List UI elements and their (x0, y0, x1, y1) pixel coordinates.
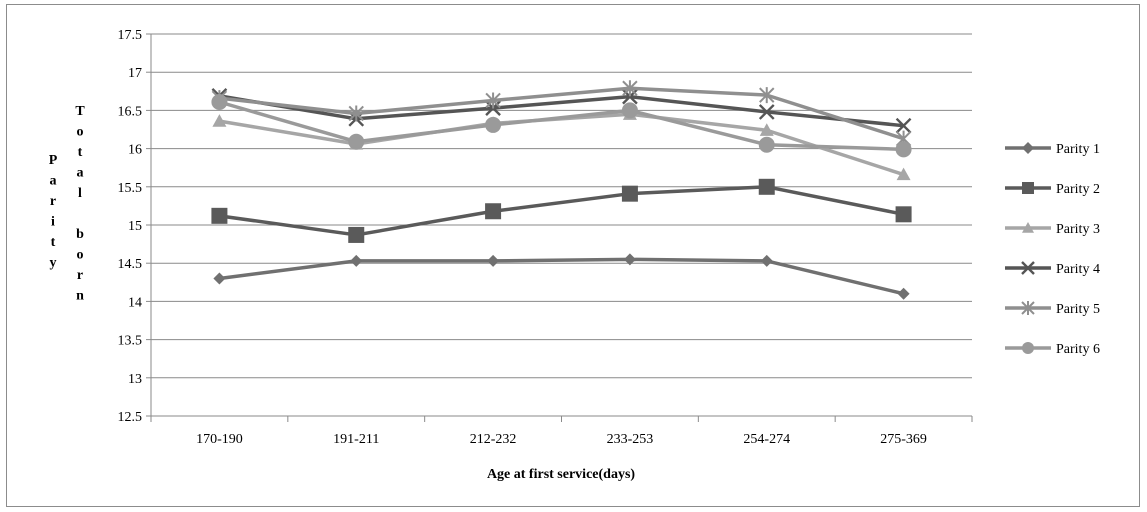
data-point (895, 206, 912, 223)
y-label-letter: o (77, 248, 84, 263)
data-point (350, 254, 363, 267)
series-line (218, 100, 904, 152)
series-2 (211, 178, 912, 243)
legend-marker (1022, 182, 1034, 194)
series-6 (211, 93, 912, 158)
y-label-letter: n (76, 289, 84, 304)
data-point (348, 226, 365, 243)
legend-marker (1021, 301, 1035, 315)
chart-frame (6, 4, 1140, 507)
x-tick-label: 212-232 (470, 432, 517, 447)
legend-item: Parity 1 (1005, 142, 1100, 157)
data-point (348, 105, 364, 122)
data-point (759, 87, 775, 104)
y-label-letter: l (78, 186, 82, 201)
data-point (758, 104, 775, 120)
legend-item: Parity 4 (1005, 261, 1100, 277)
legend-label: Parity 5 (1056, 302, 1100, 317)
legend-marker (1022, 222, 1034, 233)
y-label-letter: r (77, 268, 83, 283)
data-point (487, 254, 500, 267)
data-point (895, 117, 912, 134)
data-point (622, 80, 638, 97)
x-tick-label: 275-369 (880, 432, 927, 447)
y-label-letter: i (51, 215, 55, 230)
gridlines (146, 33, 972, 417)
x-tick-label: 170-190 (196, 432, 243, 447)
y-tick-label: 14.5 (118, 257, 143, 272)
y-label-letter: b (76, 227, 84, 242)
y-tick-label: 17.5 (118, 28, 143, 43)
y-axis-title-parity: Parity (49, 153, 58, 271)
y-label-letter: y (50, 256, 57, 271)
data-point (759, 123, 774, 136)
series-5 (211, 80, 912, 147)
legend-marker (1021, 261, 1035, 275)
data-point (895, 141, 912, 158)
y-tick-label: 15 (128, 219, 142, 234)
legend-item: Parity 3 (1005, 222, 1100, 237)
legend-label: Parity 1 (1056, 142, 1100, 157)
data-point (348, 133, 365, 150)
data-point (212, 114, 227, 127)
data-point (758, 136, 775, 153)
y-tick-labels: 12.5 13 13.5 14 14.5 15 15.5 16 16.5 17 17.5 (118, 28, 143, 425)
y-tick-label: 12.5 (118, 410, 143, 425)
data-point (485, 116, 502, 133)
y-tick-label: 17 (128, 66, 142, 81)
legend-item: Parity 5 (1005, 301, 1100, 317)
data-point (211, 207, 228, 224)
y-label-letter: t (51, 235, 56, 250)
series-line (219, 185, 904, 237)
series-1 (213, 253, 910, 300)
legend-item: Parity 6 (1005, 342, 1100, 357)
x-tick-label: 254-274 (743, 432, 790, 447)
data-point (211, 93, 228, 110)
y-tick-label: 14 (128, 295, 142, 310)
y-label-letter: t (78, 145, 83, 160)
x-axis-title: Age at first service(days) (487, 467, 635, 482)
x-tick-label: 233-253 (607, 432, 654, 447)
axes (150, 34, 973, 422)
data-point (760, 254, 773, 267)
y-tick-label: 13 (128, 372, 142, 387)
x-tick-labels: 170-190 191-211 212-232 233-253 254-274 275-3… (196, 432, 927, 447)
legend-label: Parity 3 (1056, 222, 1100, 237)
y-label-letter: P (49, 153, 58, 168)
y-tick-label: 16.5 (118, 104, 143, 119)
y-label-letter: o (77, 125, 84, 140)
data-point (623, 253, 636, 266)
legend-label: Parity 6 (1056, 342, 1100, 357)
y-label-letter: T (75, 104, 85, 119)
data-point (897, 287, 910, 300)
legend-label: Parity 4 (1056, 262, 1100, 277)
y-label-letter: a (50, 174, 57, 189)
y-tick-label: 15.5 (118, 181, 143, 196)
data-point (485, 92, 501, 109)
x-tick-label: 191-211 (333, 432, 379, 447)
data-point (758, 178, 775, 195)
data-point (213, 272, 226, 285)
legend-marker (1022, 342, 1034, 354)
legend-item: Parity 2 (1005, 182, 1100, 197)
series-line (219, 257, 904, 296)
y-label-letter: r (50, 194, 56, 209)
series-group (211, 80, 912, 300)
legend-marker (1022, 142, 1034, 154)
data-point (485, 203, 502, 220)
legend: Parity 1 Parity 2 Parity 3 Parity 4 Parity 5… (1005, 142, 1100, 357)
data-point (621, 102, 638, 119)
series-line (219, 94, 904, 128)
series-line (219, 86, 905, 141)
legend-label: Parity 2 (1056, 182, 1100, 197)
y-tick-label: 16 (128, 143, 142, 158)
y-tick-label: 13.5 (118, 334, 143, 349)
y-label-letter: a (77, 166, 84, 181)
data-point (621, 185, 638, 202)
data-point (896, 167, 911, 181)
